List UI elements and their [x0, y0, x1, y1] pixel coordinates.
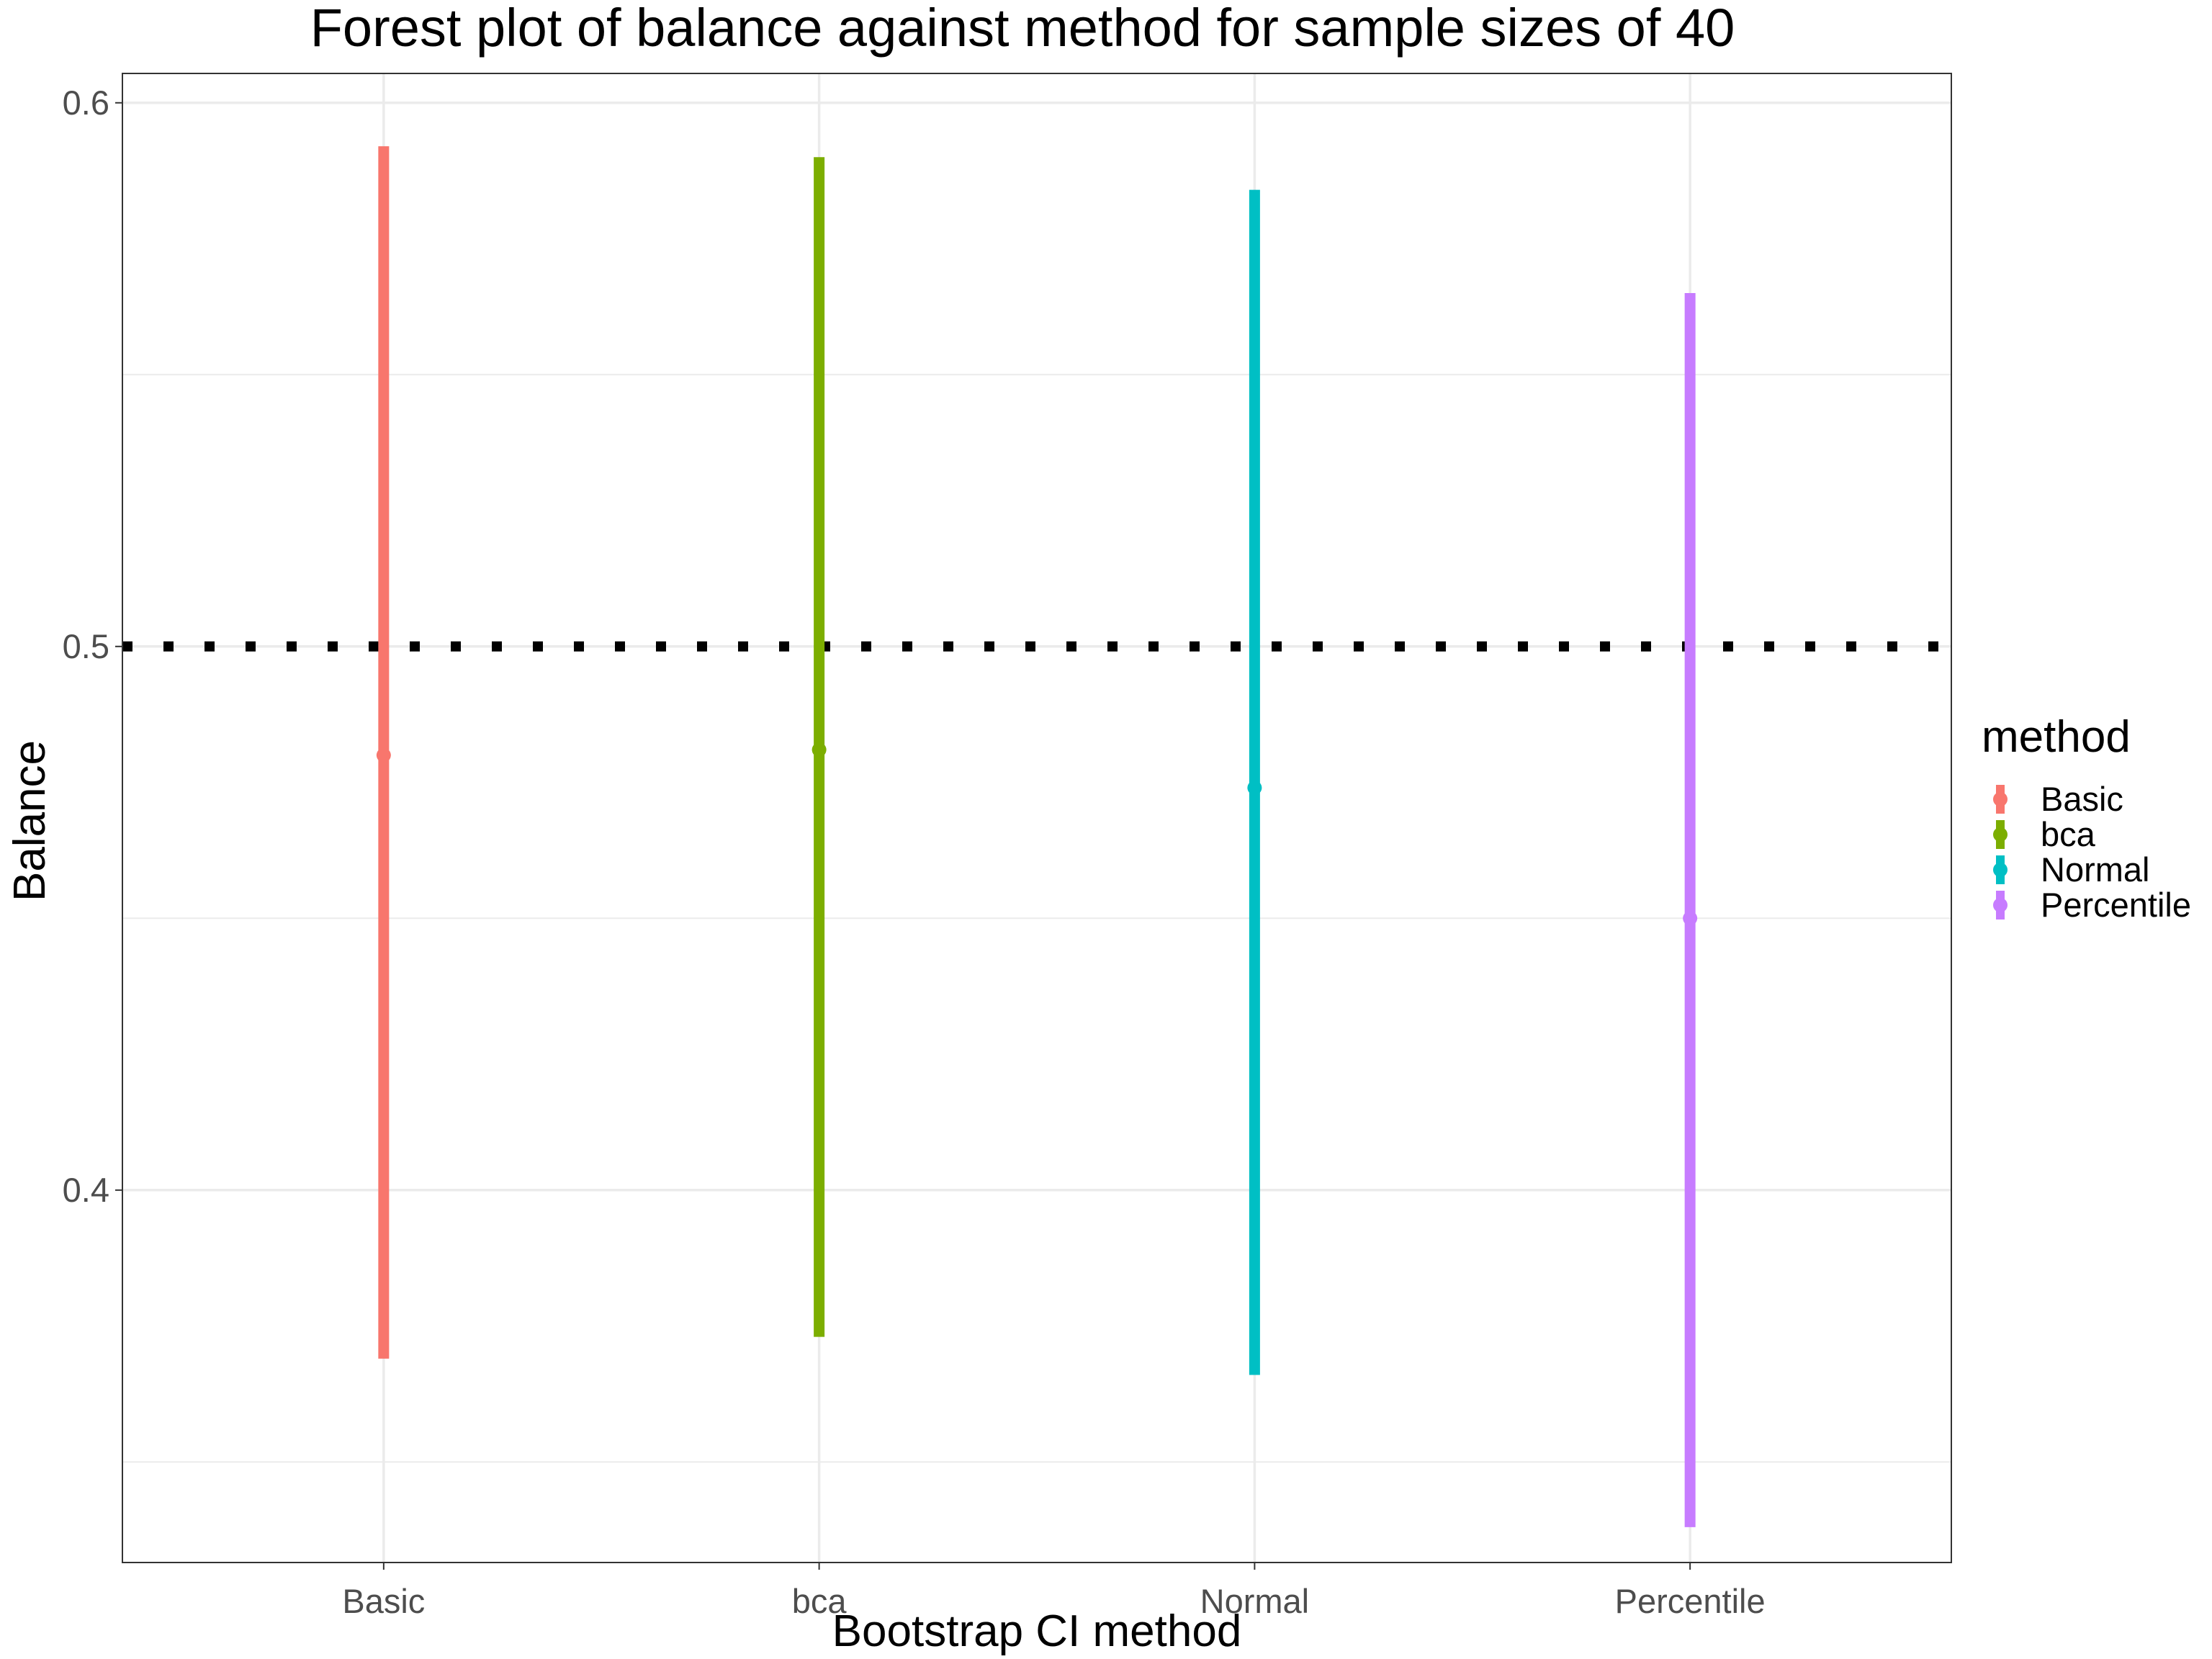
- chart-title: Forest plot of balance against method fo…: [310, 0, 1735, 58]
- legend-key-point: [1993, 792, 2008, 806]
- legend-title: method: [1982, 712, 2131, 762]
- legend-label: bca: [2041, 815, 2096, 853]
- legend-key-point: [1993, 827, 2008, 842]
- legend-item-percentile: Percentile: [1993, 886, 2191, 924]
- legend-key-point: [1993, 898, 2008, 912]
- x-axis-title: Bootstrap CI method: [832, 1606, 1242, 1656]
- plot-panel-background: [122, 73, 1951, 1563]
- legend-item-normal: Normal: [1993, 850, 2149, 889]
- y-tick-label: 0.5: [63, 627, 109, 665]
- legend-key-point: [1993, 863, 2008, 877]
- y-tick-label: 0.6: [63, 84, 109, 122]
- x-tick-label: Normal: [1200, 1582, 1309, 1620]
- legend-item-bca: bca: [1993, 815, 2096, 853]
- y-axis-title: Balance: [5, 740, 55, 902]
- x-tick-label: bca: [792, 1582, 848, 1620]
- legend-item-basic: Basic: [1993, 780, 2123, 818]
- plot-panel-border: [122, 73, 1952, 1563]
- legend-label: Basic: [2041, 780, 2123, 818]
- point-estimate-percentile: [1683, 911, 1698, 926]
- legend-label: Normal: [2041, 850, 2149, 889]
- point-estimate-bca: [811, 742, 827, 757]
- y-tick-label: 0.4: [63, 1171, 109, 1209]
- legend-label: Percentile: [2041, 886, 2191, 924]
- plot-area: 0.4 0.5 0.6 Basic bca Normal Percentile: [63, 73, 1952, 1620]
- point-estimate-basic: [376, 747, 391, 763]
- x-tick-label: Basic: [342, 1582, 425, 1620]
- point-estimate-normal: [1247, 781, 1262, 796]
- x-tick-label: Percentile: [1615, 1582, 1766, 1620]
